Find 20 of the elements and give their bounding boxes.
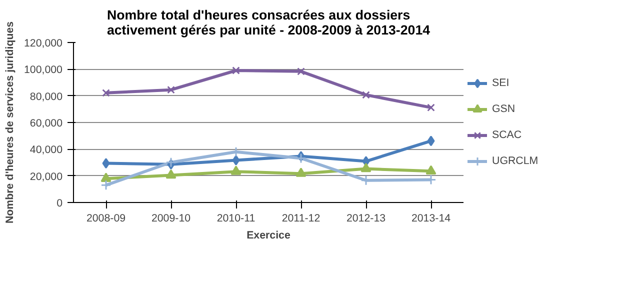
- y-tick-label: 40,000: [30, 144, 63, 156]
- y-tick-label: 20,000: [30, 170, 63, 183]
- x-tick-label: 2012-13: [346, 212, 386, 224]
- y-tick-label: 80,000: [30, 90, 63, 103]
- chart-title: Nombre total d'heures consacrées aux dossiers activement gérés par unité - 2008-2009 à 2013-2014: [106, 8, 431, 38]
- x-tick-label: 2010-11: [216, 212, 256, 224]
- y-tick-label: 60,000: [30, 118, 63, 130]
- y-axis-title: Nombre d'heures de services juridiques: [4, 21, 16, 224]
- x-axis-title: Exercice: [246, 230, 290, 242]
- x-tick-label: 2008-09: [86, 212, 126, 224]
- x-tick-label: 2013-14: [411, 212, 451, 224]
- legend-label: UGRCLM: [492, 155, 538, 167]
- y-tick-label: 100,000: [24, 64, 63, 76]
- legend-label: SCAC: [492, 129, 522, 141]
- y-tick-label: 120,000: [24, 38, 63, 50]
- x-tick-label: 2009-10: [151, 212, 191, 224]
- x-tick-label: 2011-12: [282, 212, 320, 224]
- legend-label: GSN: [492, 103, 516, 115]
- y-tick-label: 0: [56, 198, 63, 210]
- legend-label: SEI: [492, 77, 510, 89]
